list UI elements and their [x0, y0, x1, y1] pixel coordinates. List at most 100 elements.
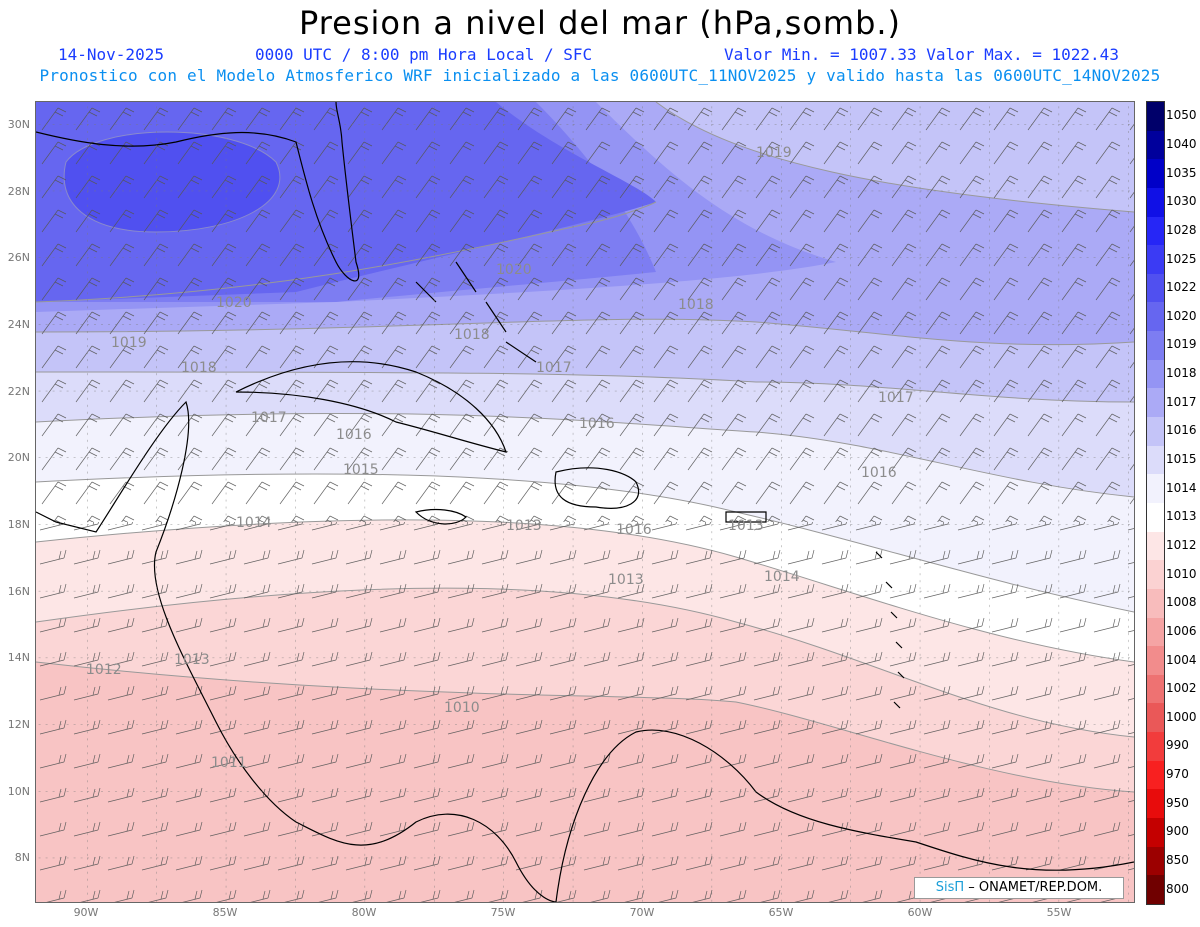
isobar-label: 1013 [174, 652, 210, 668]
lon-label: 65W [768, 906, 794, 919]
colorbar-label: 950 [1166, 795, 1189, 810]
lat-label: 8N [14, 851, 30, 864]
colorbar-segment [1147, 646, 1164, 675]
lat-label: 28N [7, 185, 30, 198]
isobar-label: 1013 [608, 572, 644, 588]
colorbar-label: 1013 [1166, 509, 1197, 524]
pressure-field: 1019 1020 1020 1019 1018 1018 1017 1016 … [36, 102, 1134, 902]
colorbar-label: 900 [1166, 824, 1189, 839]
colorbar-label: 1018 [1166, 366, 1197, 381]
isobar-label: 1019 [756, 145, 792, 161]
isobar-label: 1013 [728, 518, 764, 534]
colorbar-segment [1147, 359, 1164, 389]
colorbar-label: 990 [1166, 738, 1189, 753]
isobar-label: 1016 [861, 465, 897, 481]
isobar-label: 1020 [496, 262, 532, 278]
colorbar-label: 1050 [1166, 108, 1197, 123]
isobar-label: 1017 [878, 390, 914, 406]
colorbar-segment [1147, 588, 1164, 618]
colorbar-segment [1147, 617, 1164, 647]
isobar-label: 1015 [343, 462, 379, 478]
forecast-description: Pronostico con el Modelo Atmosferico WRF… [39, 66, 1161, 85]
min-max-values: Valor Min. = 1007.33 Valor Max. = 1022.4… [724, 45, 1119, 64]
colorbar-label: 1017 [1166, 394, 1197, 409]
colorbar-segment [1147, 474, 1164, 503]
colorbar-label: 1010 [1166, 566, 1197, 581]
lon-label: 75W [490, 906, 516, 919]
forecast-time: 0000 UTC / 8:00 pm Hora Local / SFC [255, 45, 593, 64]
isobar-label: 1016 [616, 522, 652, 538]
colorbar-label: 1030 [1166, 194, 1197, 209]
colorbar-segment [1147, 187, 1164, 217]
colorbar-segment [1147, 760, 1164, 790]
colorbar-segment [1147, 502, 1164, 532]
colorbar-label: 1004 [1166, 652, 1197, 667]
colorbar-label: 1008 [1166, 595, 1197, 610]
lat-label: 22N [7, 385, 30, 398]
colorbar-segment [1147, 531, 1164, 561]
lon-label: 70W [629, 906, 655, 919]
colorbar-segment [1147, 846, 1164, 876]
isobar-label: 1017 [251, 410, 287, 426]
colorbar-segment [1147, 445, 1164, 475]
isobar-label: 1018 [181, 360, 217, 376]
credit-text: – ONAMET/REP.DOM. [964, 880, 1103, 895]
lon-label: 60W [907, 906, 933, 919]
isobar-label: 1019 [111, 335, 147, 351]
colorbar-label: 1016 [1166, 423, 1197, 438]
colorbar-label: 1006 [1166, 623, 1197, 638]
isobar-label: 1011 [211, 755, 247, 771]
colorbar-label: 850 [1166, 853, 1189, 868]
isobar-label: 1020 [216, 295, 252, 311]
isobar-label: 1017 [536, 360, 572, 376]
colorbar-segment [1147, 818, 1164, 847]
colorbar-label: 1025 [1166, 251, 1197, 266]
isobar-label: 1010 [444, 700, 480, 716]
colorbar-segment [1147, 302, 1164, 332]
colorbar-segment [1147, 216, 1164, 246]
lat-label: 12N [7, 718, 30, 731]
isobar-label: 1012 [86, 662, 122, 678]
lat-label: 18N [7, 518, 30, 531]
chart-title: Presion a nivel del mar (hPa,somb.) [298, 4, 902, 42]
colorbar-segment [1147, 159, 1164, 188]
colorbar-label: 1035 [1166, 165, 1197, 180]
lon-label: 80W [351, 906, 377, 919]
colorbar-label: 800 [1166, 881, 1189, 896]
pressure-map: 1019 1020 1020 1019 1018 1018 1017 1016 … [35, 101, 1135, 903]
isobar-label: 1014 [236, 515, 272, 531]
colorbar-label: 1020 [1166, 308, 1197, 323]
colorbar-label: 1019 [1166, 337, 1197, 352]
colorbar-label: 1022 [1166, 280, 1197, 295]
colorbar-label: 1040 [1166, 136, 1197, 151]
colorbar-label: 1014 [1166, 480, 1197, 495]
isobar-label: 1016 [579, 416, 615, 432]
colorbar-segment [1147, 130, 1164, 160]
colorbar-segment [1147, 102, 1164, 131]
colorbar-segment [1147, 789, 1164, 819]
colorbar-segment [1147, 732, 1164, 761]
lon-label: 85W [212, 906, 238, 919]
forecast-date: 14-Nov-2025 [58, 45, 164, 64]
colorbar-segment [1147, 674, 1164, 704]
colorbar-segment [1147, 703, 1164, 733]
credit-box: SisΠ – ONAMET/REP.DOM. [914, 877, 1124, 899]
colorbar-label: 970 [1166, 767, 1189, 782]
isobar-label: 1016 [336, 427, 372, 443]
lat-label: 10N [7, 785, 30, 798]
lon-label: 90W [73, 906, 99, 919]
isobar-label: 1018 [454, 327, 490, 343]
pressure-colorbar [1146, 101, 1165, 905]
lat-label: 20N [7, 451, 30, 464]
lon-label: 55W [1046, 906, 1072, 919]
lat-label: 30N [7, 118, 30, 131]
colorbar-label: 1012 [1166, 537, 1197, 552]
colorbar-segment [1147, 875, 1164, 904]
lat-label: 16N [7, 585, 30, 598]
isobar-label: 1014 [764, 569, 800, 585]
credit-brand: SisΠ [935, 880, 965, 895]
colorbar-segment [1147, 388, 1164, 418]
lat-label: 14N [7, 651, 30, 664]
colorbar-label: 1028 [1166, 222, 1197, 237]
colorbar-segment [1147, 245, 1164, 274]
